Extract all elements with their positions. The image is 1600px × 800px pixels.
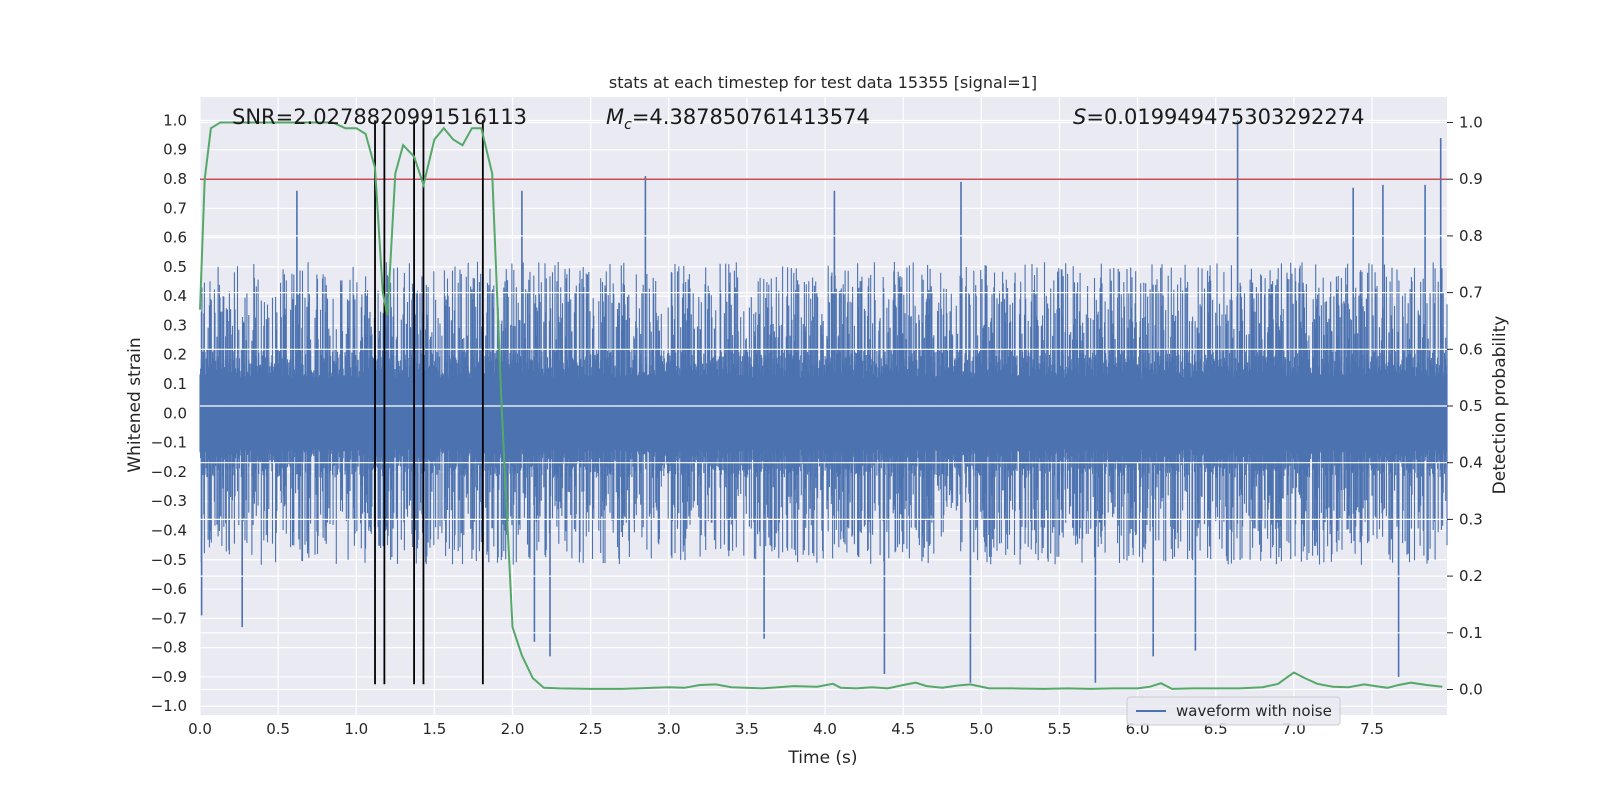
y-right-tick-label-3: 0.7: [1459, 284, 1483, 302]
x-tick-label-7: 3.5: [735, 720, 759, 738]
chart-title: stats at each timestep for test data 153…: [609, 73, 1037, 92]
y-tick-label-11: −0.1: [151, 434, 187, 452]
y-tick-label-4: 0.6: [163, 229, 187, 247]
y-right-tick-label-10: 0.0: [1459, 680, 1483, 698]
legend-box: [1126, 696, 1341, 726]
s-annotation: S=0.019949475303292274: [1073, 105, 1364, 129]
y-tick-label-15: −0.5: [151, 551, 187, 569]
x-tick-label-9: 4.5: [891, 720, 915, 738]
legend: waveform with noise: [1126, 696, 1341, 726]
legend-label-waveform: waveform with noise: [1176, 702, 1332, 720]
x-tick-label-1: 0.5: [266, 720, 290, 738]
y-tick-label-19: −0.9: [151, 668, 187, 686]
y-tick-labels: 1.0 0.9 0.8 0.7 0.6 0.5 0.4 0.3 0.2 0.1 0.0 −0.1 −0.…: [151, 111, 187, 715]
snr-annotation: SNR=2.0278820991516113: [232, 105, 527, 129]
y-tick-label-10: 0.0: [163, 404, 187, 422]
y-right-tick-label-8: 0.2: [1459, 567, 1483, 585]
y-tick-label-17: −0.7: [151, 609, 187, 627]
y-tick-label-13: −0.3: [151, 492, 187, 510]
y-tick-label-18: −0.8: [151, 639, 187, 657]
x-tick-label-8: 4.0: [813, 720, 837, 738]
x-tick-label-10: 5.0: [969, 720, 993, 738]
y-tick-label-1: 0.9: [163, 141, 187, 159]
x-tick-label-5: 2.5: [579, 720, 603, 738]
y-tick-label-16: −0.6: [151, 580, 187, 598]
x-tick-label-0: 0.0: [188, 720, 212, 738]
y-tick-label-8: 0.2: [163, 346, 187, 364]
x-tick-label-15: 7.5: [1360, 720, 1384, 738]
y-right-tick-label-6: 0.4: [1459, 454, 1483, 472]
y-right-tick-label-0: 1.0: [1459, 114, 1483, 132]
y-right-tick-label-9: 0.1: [1459, 624, 1483, 642]
y-tick-label-9: 0.1: [163, 375, 187, 393]
chirp-mass-symbol: M: [606, 105, 624, 129]
y-right-tick-label-5: 0.5: [1459, 397, 1483, 415]
y-right-tick-label-2: 0.8: [1459, 227, 1483, 245]
s-value: =0.019949475303292274: [1086, 105, 1364, 129]
y-tick-label-14: −0.4: [151, 521, 187, 539]
y-tick-label-5: 0.5: [163, 258, 187, 276]
y-tick-label-20: −1.0: [151, 697, 187, 715]
x-tick-label-4: 2.0: [501, 720, 525, 738]
y-right-tick-label-1: 0.9: [1459, 170, 1483, 188]
y-tick-label-12: −0.2: [151, 463, 187, 481]
y-axis-label: Whitened strain: [125, 337, 145, 472]
y-tick-label-0: 1.0: [163, 111, 187, 129]
x-tick-label-3: 1.5: [422, 720, 446, 738]
chirp-mass-subscript: c: [624, 117, 632, 133]
waveform-spikes: [200, 120, 1442, 683]
x-axis-label: Time (s): [787, 748, 857, 768]
chirp-mass-annotation: Mc=4.387850761413574: [606, 105, 870, 133]
y-right-tick-labels: 1.0 0.9 0.8 0.7 0.6 0.5 0.4 0.3 0.2 0.1 0.0: [1447, 114, 1483, 698]
chirp-mass-value: =4.387850761413574: [632, 105, 870, 129]
y-tick-label-2: 0.8: [163, 170, 187, 188]
x-tick-label-6: 3.0: [657, 720, 681, 738]
vertical-markers: [374, 120, 484, 685]
probability-series-line: [199, 121, 1443, 690]
y-tick-label-6: 0.4: [163, 287, 187, 305]
y-right-axis-label: Detection probability: [1490, 316, 1510, 495]
y-tick-label-3: 0.7: [163, 199, 187, 217]
x-tick-label-2: 1.0: [344, 720, 368, 738]
s-symbol: S: [1073, 105, 1086, 129]
y-right-tick-label-4: 0.6: [1459, 340, 1483, 358]
y-right-tick-label-7: 0.3: [1459, 510, 1483, 528]
y-tick-label-7: 0.3: [163, 316, 187, 334]
x-tick-label-11: 5.5: [1048, 720, 1072, 738]
